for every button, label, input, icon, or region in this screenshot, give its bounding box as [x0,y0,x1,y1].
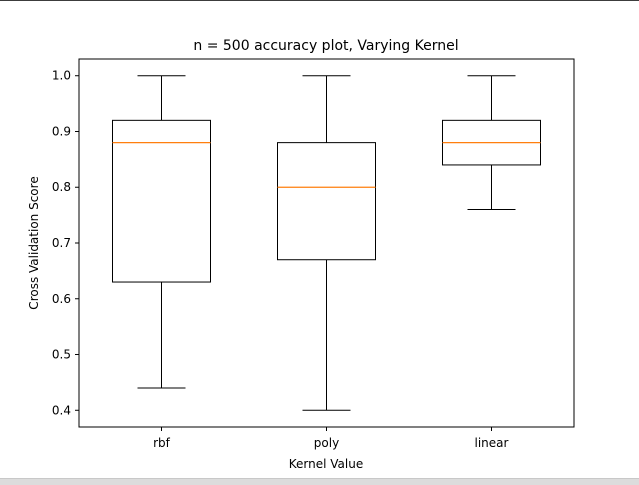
x-tick-label-poly: poly [314,436,339,450]
box-poly [277,75,376,411]
chart-title: n = 500 accuracy plot, Varying Kernel [193,38,458,54]
y-axis-label: Cross Validation Score [27,176,41,309]
y-tick-label: 0.6 [52,292,71,306]
x-tick-label-rbf: rbf [153,436,171,450]
y-tick-label: 0.4 [52,403,71,417]
box-rbf [112,75,211,389]
y-tick-label: 0.9 [52,124,71,138]
y-tick-label: 0.5 [52,348,71,362]
x-axis-label: Kernel Value [289,457,363,471]
y-tick-label: 0.7 [52,236,71,250]
box-linear [442,75,541,211]
plot-area: 0.4 0.5 0.6 0.7 0.8 0.9 1.0 rbf poly linear [52,58,575,450]
window-status-bar [0,478,639,485]
iqr-box [277,142,376,261]
y-tick-label: 1.0 [52,69,71,83]
window-top-border [0,0,639,1]
iqr-box [112,119,211,283]
y-tick-label: 0.8 [52,180,71,194]
x-tick-label-linear: linear [475,436,509,450]
